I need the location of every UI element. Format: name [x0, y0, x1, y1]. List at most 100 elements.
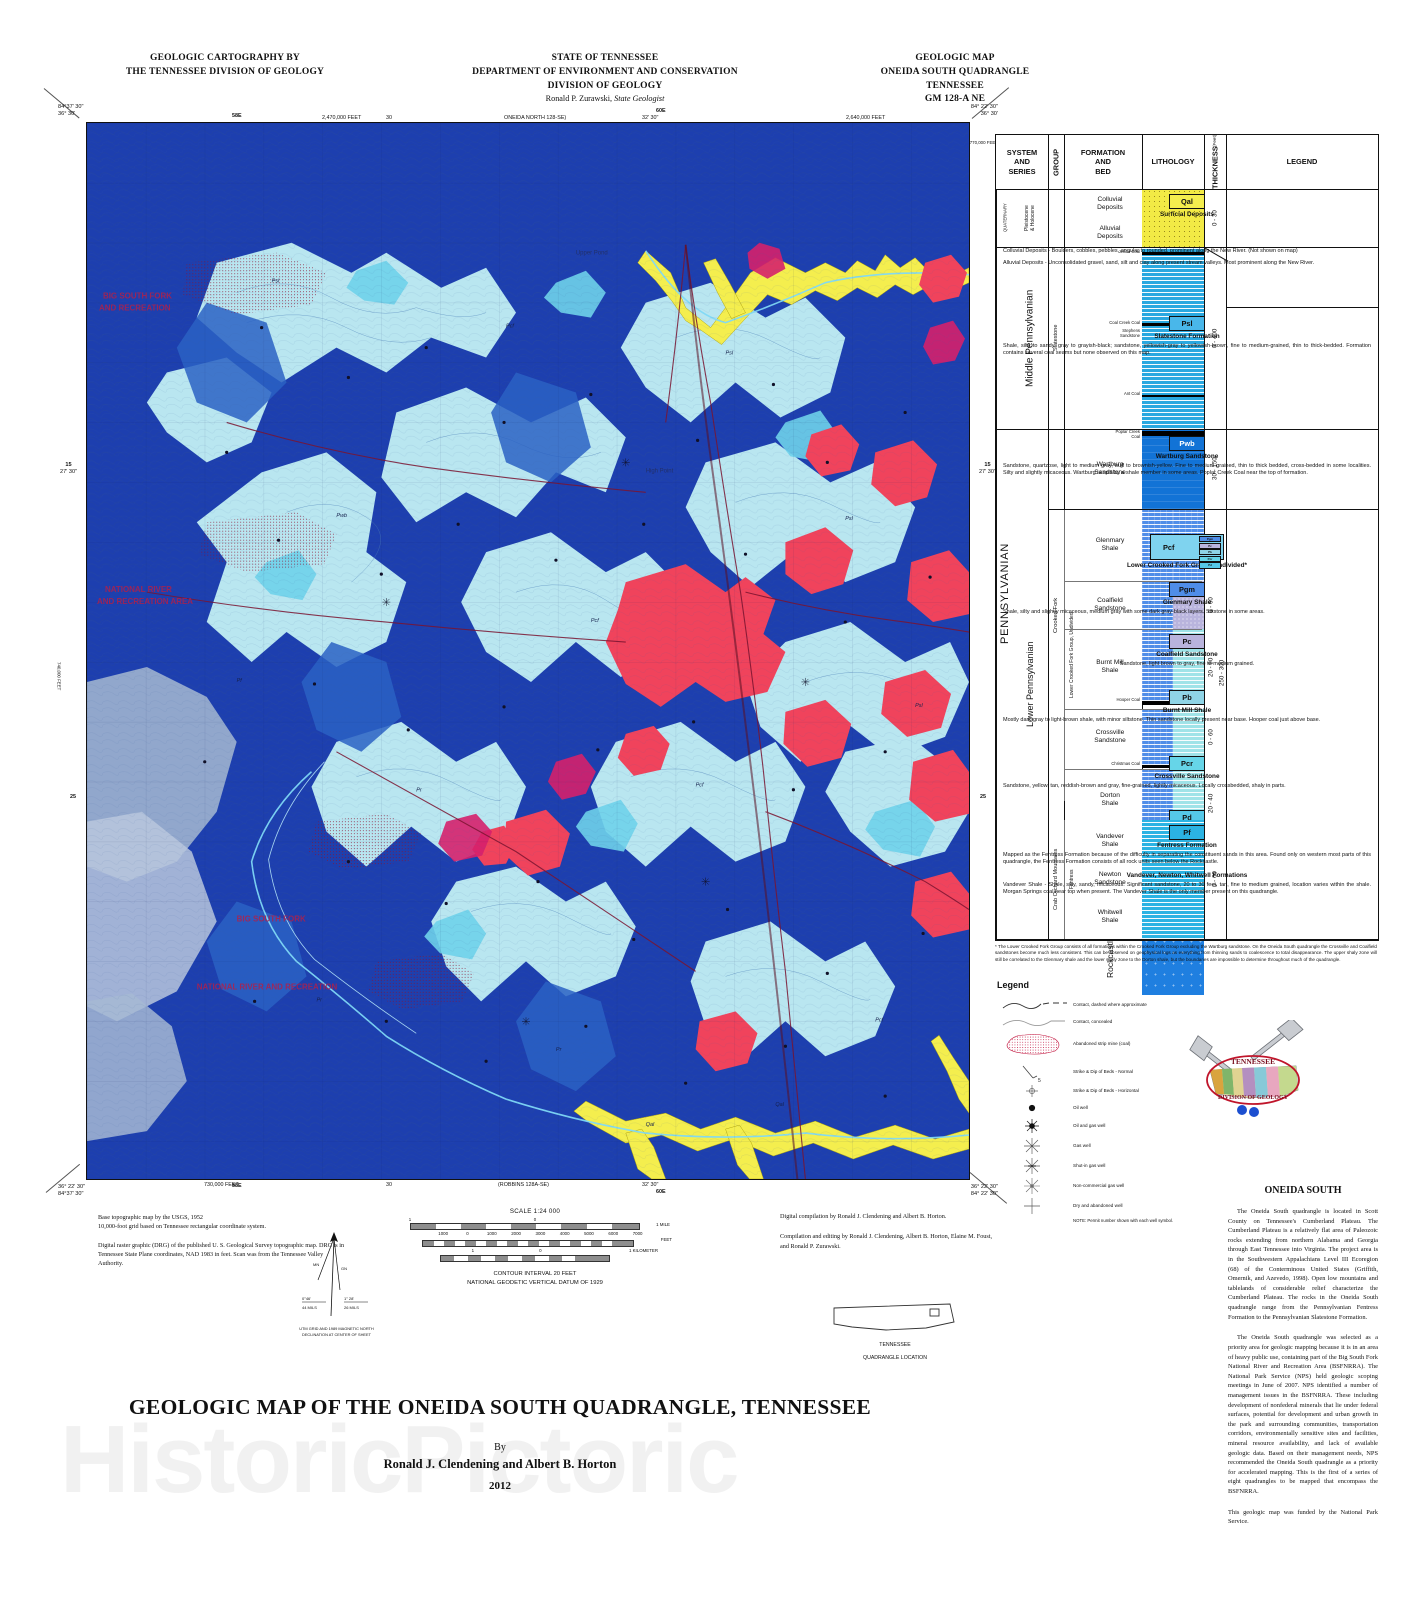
- corner-label-sw: 36° 22' 30" 84°37' 30": [58, 1184, 86, 1198]
- lithology-slatestone: [1142, 247, 1204, 429]
- coal-band-jellico: [1142, 252, 1204, 255]
- legend-row-gas-well: Gas well: [995, 1136, 1245, 1156]
- svg-text:Pr: Pr: [316, 997, 322, 1003]
- feet-label-top-left: 2,470,000 FEET: [322, 115, 362, 121]
- contact-dashed-icon: [1001, 997, 1067, 1014]
- coal-label-jellico: Jellico Coal: [1118, 249, 1140, 254]
- corner-label-se: 36° 22' 30" 84° 22' 30": [970, 1184, 998, 1198]
- description-heading: ONEIDA SOUTH: [1264, 1185, 1342, 1196]
- map-unit-swatch-pb: Pb: [1169, 690, 1205, 705]
- svg-text:BIG SOUTH FORK: BIG SOUTH FORK: [103, 292, 172, 301]
- legend-desc-pgm: Shale, silty and slightly micaceous, med…: [1003, 609, 1265, 615]
- strat-col-legend: LEGEND: [1226, 135, 1378, 940]
- legend-desc-pcr: Sandstone, yellow, tan, reddish-brown an…: [1003, 783, 1286, 789]
- svg-text:Psl: Psl: [845, 516, 853, 522]
- legend-entry-pf: Pf Fentress Formation Mapped as the Fent…: [996, 822, 1378, 900]
- scale-tick-mile-left: 1: [408, 1217, 412, 1222]
- scale-tick-mile-mid: 0: [533, 1217, 537, 1222]
- adjoining-quad-top: ONEIDA NORTH 128-SE): [504, 115, 567, 121]
- legend-label-oil-and-gas-well: Oil and gas well: [1073, 1123, 1106, 1128]
- strat-header-lithology: LITHOLOGY: [1151, 157, 1195, 167]
- scale-bar-graphic-km: [440, 1255, 610, 1262]
- formation-glenmary-shale: Glenmary Shale: [1095, 537, 1125, 552]
- svg-text:NATIONAL RIVER AND RECREATION: NATIONAL RIVER AND RECREATION: [197, 982, 338, 991]
- description-paragraph-3: This geologic map was funded by the Nati…: [1228, 1508, 1378, 1526]
- map-unit-code-pcf: Pcf: [1163, 543, 1175, 552]
- grid-label-25-right: 25: [980, 794, 986, 800]
- base-map-note-2: Digital raster graphic (DRG) of the publ…: [98, 1241, 345, 1268]
- lithology-wartburg: [1142, 429, 1204, 509]
- tick-top-58e: 58E: [232, 113, 242, 119]
- scale-tick-feet-3: 2000: [511, 1231, 521, 1236]
- legend-desc-vandever: Vandever Shale - Shale, silty, sandy, mi…: [1003, 881, 1371, 896]
- department-line: DEPARTMENT OF ENVIRONMENT AND CONSERVATI…: [472, 66, 738, 77]
- header-left: GEOLOGIC CARTOGRAPHY BY THE TENNESSEE DI…: [60, 52, 390, 80]
- tick-top-60e: 60E: [656, 108, 666, 114]
- formation-vandever-shale: Vandever Shale: [1096, 833, 1124, 848]
- strat-col-group: GROUP: [1048, 135, 1065, 940]
- legend-title-pb: Burnt Mill Shale: [1162, 707, 1212, 714]
- map-unit-swatch-pf: Pf: [1169, 825, 1205, 840]
- legend-title-pf: Fentress Formation: [1157, 842, 1217, 849]
- lat-label-mid-right: 15 27' 30": [978, 462, 996, 475]
- strat-header-group: GROUP: [1051, 148, 1061, 176]
- base-map-note-1: Base topographic map by the USGS, 1952 1…: [98, 1214, 267, 1231]
- strat-col-lithology-b: [1142, 820, 1205, 939]
- legend-title-pcr: Crossville Sandstone: [1154, 773, 1220, 780]
- declination-caption: UTM GRID AND 1989 MAGNETIC NORTH DECLINA…: [299, 1326, 374, 1337]
- state-geologist-line: Ronald P. Zurawski, State Geologist: [370, 93, 840, 105]
- formation-crossville-sandstone: Crossville Sandstone: [1094, 729, 1126, 744]
- state-line: STATE OF TENNESSEE: [551, 53, 659, 63]
- feet-label-right-top: 770,000 FEET: [969, 140, 998, 145]
- publication-number: GM 128-A NE: [924, 94, 986, 105]
- coal-label-stephens-sandstone: Stephens Sandstone: [1119, 328, 1140, 338]
- cartography-by-line1: GEOLOGIC CARTOGRAPHY BY: [150, 53, 300, 63]
- legend-title-pc: Coalfield Sandstone: [1156, 651, 1218, 658]
- tennessee-division-of-geology-seal: TENNESSEE DIVISION OF GEOLOGY: [1188, 1017, 1318, 1120]
- legend-desc-pb: Mostly dark-gray to light-brown shale, w…: [1003, 717, 1321, 723]
- strat-header-thickness: THICKNESS (Feet): [1210, 134, 1220, 190]
- legend-entry-pb: Pb Burnt Mill Shale Mostly dark-gray to …: [996, 687, 1378, 727]
- geologic-map-image[interactable]: BIG SOUTH FORK AND RECREATION NATIONAL R…: [87, 123, 969, 1179]
- strike-dip-horizontal-icon: [1001, 1083, 1067, 1100]
- tick-bottom-30: 30: [386, 1182, 392, 1188]
- gas-well-icon: [1001, 1136, 1067, 1156]
- scale-bar-miles: 1 0 1 MILE: [400, 1217, 670, 1232]
- tick-bottom-3230: 32' 30": [642, 1182, 659, 1188]
- legend-title-pgm: Glenmary Shale: [1162, 599, 1212, 606]
- compilation-credits: Digital compilation by Ronald J. Clenden…: [780, 1212, 995, 1262]
- svg-text:5: 5: [1038, 1078, 1041, 1083]
- lat-label-mid-left: 15 27' 30": [60, 462, 78, 475]
- legend-title-psl: Slatestone Formation: [1154, 333, 1220, 340]
- corner-label-ne: 84° 22' 30" 36° 30': [970, 104, 998, 117]
- coal-label-poplar-creek: Poplar Creek Coal: [1115, 429, 1140, 439]
- svg-text:Qal: Qal: [646, 1122, 655, 1128]
- map-panel[interactable]: 84°37' 30" 36° 30' 84° 22' 30" 36° 30' 36°…: [57, 104, 1001, 1197]
- seal-bottom-text: DIVISION OF GEOLOGY: [1218, 1095, 1289, 1101]
- svg-text:Psl: Psl: [915, 703, 923, 709]
- legend-label-gas-well: Gas well: [1073, 1143, 1091, 1148]
- legend-label-strike-dip-horizontal: Strike & Dip of Beds - Horizontal: [1073, 1088, 1139, 1093]
- strike-dip-normal-icon: 5: [1001, 1063, 1067, 1084]
- legend-label-contact-concealed: Contact, concealed: [1073, 1019, 1113, 1024]
- legend-title-vnw: Vandever, Newton, Whitwell Formations: [1126, 871, 1248, 879]
- coal-band-poplar-creek: [1142, 431, 1204, 436]
- feet-label-top-right: 2,640,000 FEET: [846, 115, 886, 121]
- header-center: STATE OF TENNESSEE DEPARTMENT OF ENVIRON…: [370, 52, 840, 105]
- formation-wartburg-sandstone: Wartburg Sandstone: [1094, 461, 1126, 476]
- description-paragraph-1: The Oneida South quadrangle is located i…: [1228, 1208, 1378, 1321]
- state-geologist-title: State Geologist: [614, 94, 665, 104]
- svg-text:0°46': 0°46': [302, 1296, 311, 1301]
- legend-title-qal: Surficial Deposits: [1160, 211, 1214, 218]
- scale-tick-mile-right: 1 MILE: [656, 1222, 670, 1227]
- credit-digital-compilation: Digital compilation by Ronald J. Clenden…: [780, 1213, 947, 1220]
- legend-permit-note: NOTE: Permit number shown with each well…: [1073, 1218, 1174, 1223]
- tick-bottom-58e: 58E: [232, 1183, 242, 1189]
- authors: Ronald J. Clendening and Albert B. Horto…: [383, 1457, 617, 1471]
- feet-label-left: 740,000 FEET: [56, 662, 62, 691]
- scale-bar-feet: 1000 0 1000 2000 3000 4000 5000 6000 700…: [400, 1231, 672, 1248]
- title-block: GEOLOGIC MAP OF THE ONEIDA SOUTH QUADRAN…: [0, 1395, 1000, 1492]
- map-unit-swatch-pcf: Pcf Pgm Pc Pb Pcr Pd: [1150, 534, 1224, 569]
- map-neatline: BIG SOUTH FORK AND RECREATION NATIONAL R…: [86, 122, 970, 1180]
- scale-tick-feet-8: 7000: [632, 1231, 643, 1236]
